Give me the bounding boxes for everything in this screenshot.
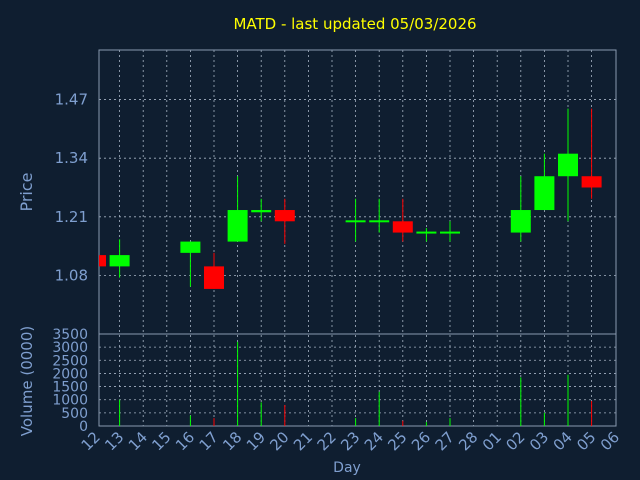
grid-lines xyxy=(99,50,616,426)
candle-body xyxy=(369,220,390,223)
candlestick xyxy=(510,176,531,242)
candlestick xyxy=(369,198,390,233)
x-tick-label: 27 xyxy=(432,428,458,454)
x-axis-label: Day xyxy=(333,460,361,476)
x-tick-label: 05 xyxy=(573,428,599,454)
candlestick xyxy=(274,198,295,244)
candlestick xyxy=(392,198,413,242)
price-tick-label: 1.34 xyxy=(55,149,88,167)
candle-body xyxy=(558,153,578,177)
candle-body xyxy=(251,210,272,213)
candlestick xyxy=(251,198,272,222)
candle-body xyxy=(392,221,413,233)
x-tick-label: 03 xyxy=(526,428,552,454)
volume-tick-label: 2000 xyxy=(52,366,88,382)
volume-tick-label: 500 xyxy=(61,406,88,422)
candlestick xyxy=(204,252,224,289)
x-tick-label: 06 xyxy=(597,428,623,454)
candlestick xyxy=(345,198,366,242)
candlestick xyxy=(109,239,130,278)
candlestick xyxy=(440,221,460,242)
x-tick-label: 14 xyxy=(125,428,151,454)
candlestick xyxy=(558,108,578,222)
x-tick-label: 23 xyxy=(337,428,363,454)
x-tick-label: 26 xyxy=(408,428,434,454)
volume-tick-label: 1500 xyxy=(52,380,88,396)
candle-body xyxy=(345,220,366,223)
price-tick-label: 1.47 xyxy=(55,91,88,109)
candle-body xyxy=(99,255,106,267)
candle-body xyxy=(416,231,437,234)
x-tick-label: 04 xyxy=(550,428,576,454)
price-tick-label: 1.08 xyxy=(55,266,88,284)
x-tick-label: 02 xyxy=(502,428,528,454)
candles xyxy=(99,108,602,289)
candle-body xyxy=(227,210,248,242)
candlestick xyxy=(534,153,555,211)
candlestick xyxy=(416,228,437,242)
x-tick-label: 01 xyxy=(479,428,505,454)
volume-tick-label: 1000 xyxy=(52,393,88,409)
x-tick-label: 16 xyxy=(172,428,198,454)
candlestick xyxy=(180,241,201,287)
x-tick-label: 19 xyxy=(243,428,269,454)
candle-body xyxy=(510,210,531,233)
chart-title: MATD - last updated 05/03/2026 xyxy=(233,15,476,33)
volume-axis-label: Volume (0000) xyxy=(18,326,36,436)
price-tick-label: 1.21 xyxy=(55,208,88,226)
volume-panel-frame xyxy=(98,333,617,427)
price-axis-label: Price xyxy=(17,172,36,211)
candle-body xyxy=(274,210,295,222)
volume-tick-label: 3500 xyxy=(52,327,88,343)
candle-body xyxy=(180,241,201,253)
volume-bars xyxy=(119,341,593,426)
volume-tick-label: 3000 xyxy=(52,340,88,356)
x-tick-label: 17 xyxy=(196,428,222,454)
volume-tick-label: 2500 xyxy=(52,353,88,369)
x-tick-label: 18 xyxy=(219,428,245,454)
candle-body xyxy=(109,255,130,267)
candlestick xyxy=(227,176,248,242)
x-tick-label: 15 xyxy=(148,428,174,454)
candle-body xyxy=(581,176,602,188)
x-tick-label: 25 xyxy=(384,428,410,454)
x-tick-label: 22 xyxy=(314,428,340,454)
x-tick-label: 20 xyxy=(266,428,292,454)
x-tick-label: 24 xyxy=(361,428,387,454)
candle-body xyxy=(534,176,555,211)
candle-body xyxy=(440,231,460,234)
x-tick-label: 13 xyxy=(101,428,127,454)
candle-body xyxy=(204,266,224,289)
x-tick-label: 21 xyxy=(290,428,316,454)
volume-tick-label: 0 xyxy=(79,419,88,435)
x-tick-label: 28 xyxy=(455,428,481,454)
candlestick xyxy=(99,255,106,267)
candlestick xyxy=(581,108,602,199)
